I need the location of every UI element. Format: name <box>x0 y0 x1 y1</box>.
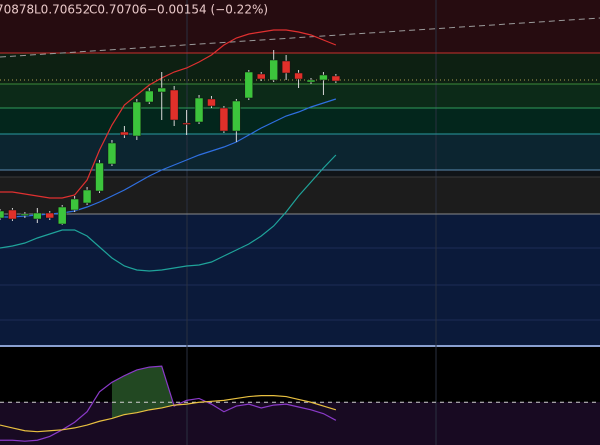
candle-body <box>294 72 303 80</box>
band <box>0 53 600 84</box>
candle-body <box>244 71 254 99</box>
indicator-line <box>0 395 337 433</box>
candle-body <box>145 90 154 103</box>
candle-body <box>182 122 191 125</box>
indicator-line <box>0 154 337 272</box>
candle-body <box>269 59 278 81</box>
candle-body <box>0 210 5 219</box>
header-text: L0.70652 <box>34 3 90 17</box>
band <box>0 402 600 445</box>
candle-body <box>157 87 166 93</box>
header-text: 70878 <box>0 3 34 17</box>
candle-body <box>95 162 104 192</box>
indicator-line <box>0 98 337 218</box>
candle-body <box>281 60 291 74</box>
candle-body <box>107 142 117 165</box>
trendline <box>0 17 600 58</box>
candle-body <box>232 100 241 132</box>
candle-body <box>132 101 142 137</box>
header-text: C0.70706 <box>89 3 147 17</box>
candle-body <box>120 131 129 136</box>
candle-body <box>256 73 266 80</box>
header: 70878 L0.70652 C0.70706 −0.00154 (−0.22%… <box>0 3 268 17</box>
candle-body <box>219 107 229 132</box>
overbought-fill <box>111 366 175 419</box>
candle-body <box>45 212 55 219</box>
candle-body <box>70 198 79 211</box>
indicator-line <box>0 365 337 442</box>
band <box>0 214 600 345</box>
candle-body <box>169 89 179 121</box>
band <box>0 0 600 53</box>
candle-body <box>20 213 30 216</box>
candle-body <box>207 98 216 107</box>
candle-body <box>331 75 341 82</box>
band <box>0 84 600 108</box>
candle-body <box>8 209 17 220</box>
header-text: −0.00154 (−0.22%) <box>147 3 268 17</box>
indicator-line <box>0 29 337 199</box>
candle-body <box>82 189 92 204</box>
candle-body <box>319 74 328 81</box>
candle-body <box>57 206 67 225</box>
band <box>0 170 600 177</box>
candle-body <box>194 97 204 123</box>
candle-body <box>306 79 316 83</box>
candle-body <box>33 212 42 220</box>
band <box>0 134 600 170</box>
band <box>0 108 600 134</box>
